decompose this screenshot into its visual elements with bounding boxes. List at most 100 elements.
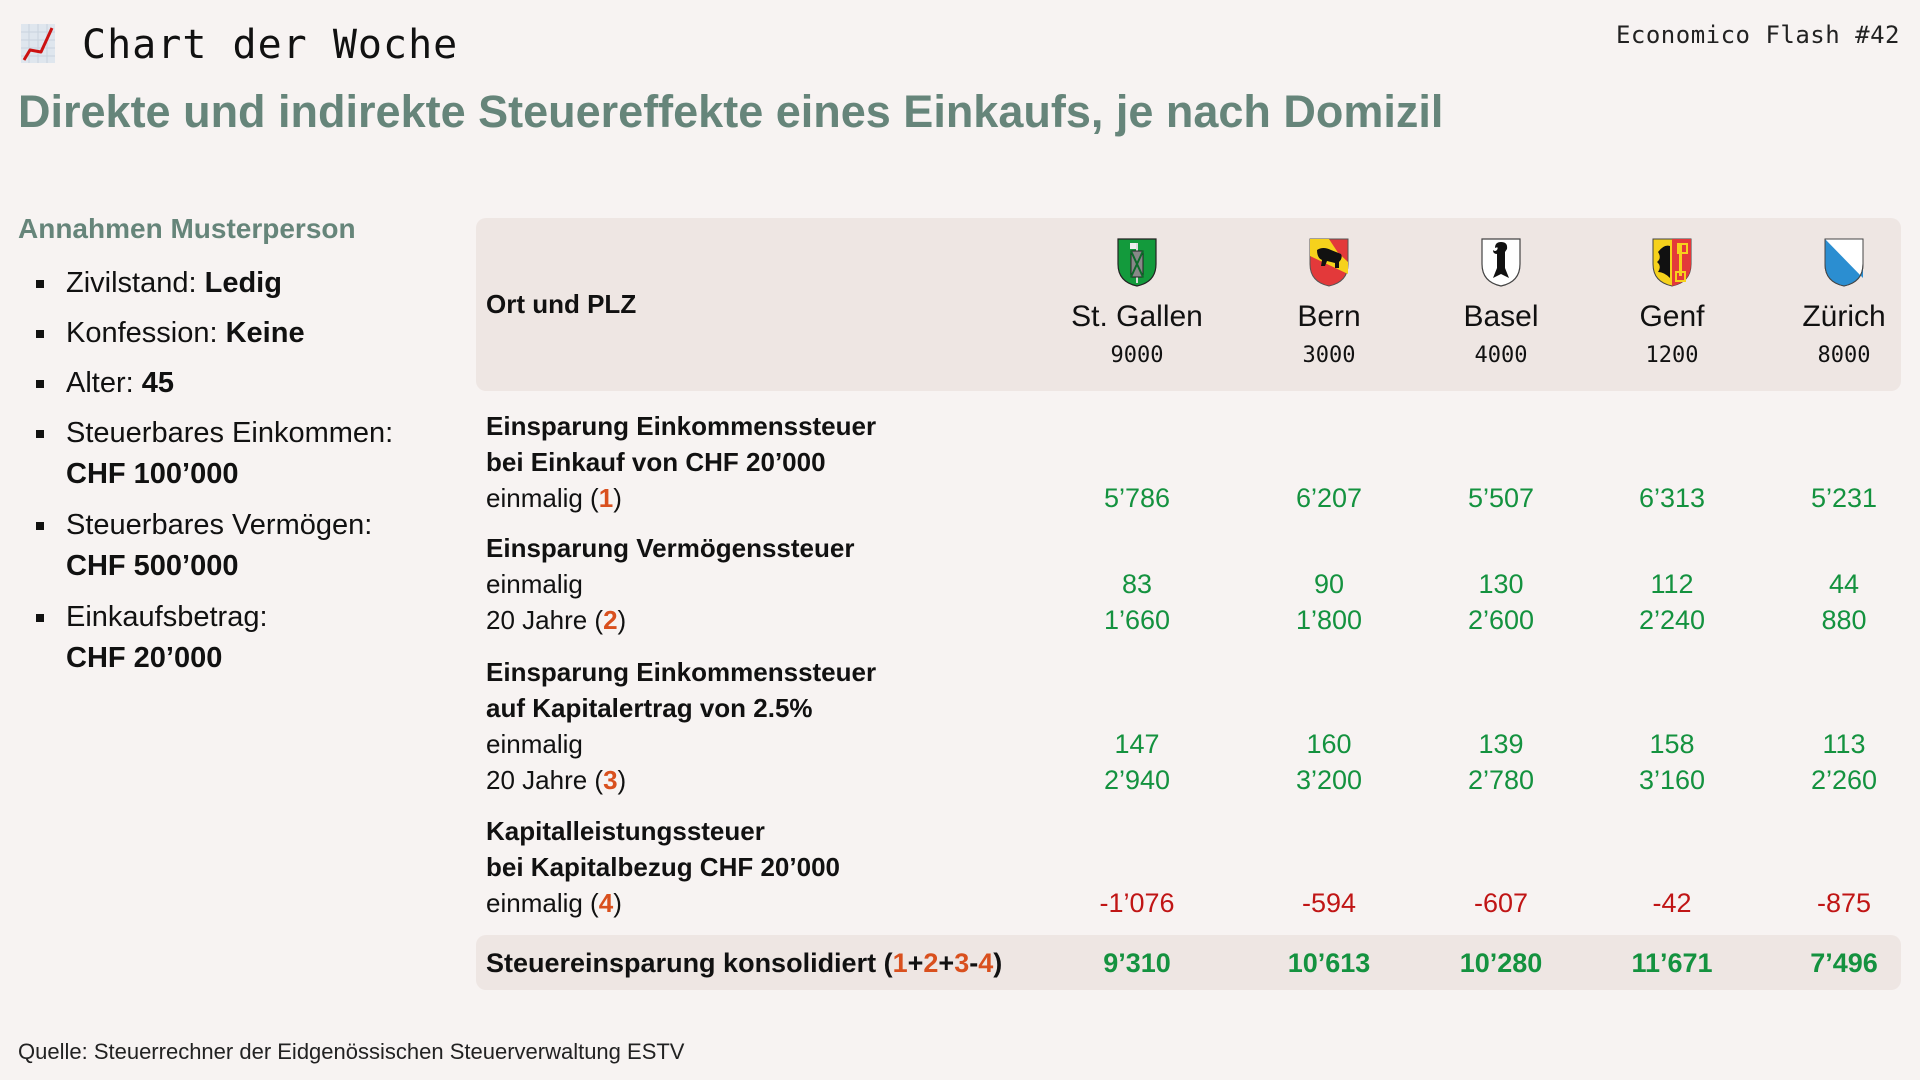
city-plz: 3000 (1302, 343, 1356, 368)
zuerich-crest-icon (1824, 238, 1864, 287)
assumption-label: Steuerbares Einkommen: (66, 417, 394, 449)
city-name: Bern (1297, 300, 1361, 333)
chart-increasing-icon (21, 24, 55, 63)
kicker-title: Chart der Woche (82, 22, 459, 68)
value-cell: 158 (1649, 729, 1695, 759)
formula-ref: 1 (892, 948, 908, 978)
bullet-icon (36, 330, 44, 338)
value-cell: 147 (1114, 729, 1160, 759)
bullet-icon (36, 280, 44, 288)
formula-op: + (907, 948, 924, 978)
value-cell: -607 (1473, 888, 1529, 918)
row-label-text: einmalig ( (486, 888, 599, 918)
assumption-label: Konfession: (66, 317, 226, 349)
value-cell: -1’076 (1099, 888, 1175, 918)
row-label-suffix: ) (617, 765, 627, 795)
value-cell: 2’780 (1467, 765, 1535, 795)
value-cell: 160 (1306, 729, 1352, 759)
total-label-suffix: ) (993, 948, 1003, 978)
value-cell: 6’313 (1638, 483, 1706, 513)
value-cell: 5’231 (1810, 483, 1878, 513)
value-cell: 83 (1121, 569, 1153, 599)
reference-number: 1 (598, 483, 614, 513)
assumption-label: Alter: (66, 367, 142, 399)
assumption-value: Keine (225, 317, 305, 349)
section-title: Einsparung Vermögenssteuer (486, 533, 855, 563)
reference-number: 2 (603, 605, 618, 635)
row-label: 20 Jahre (3) (486, 762, 626, 798)
assumption-label: Einkaufsbetrag: (66, 601, 268, 633)
total-value: 7’496 (1810, 948, 1878, 978)
bullet-icon (36, 380, 44, 388)
assumption-value: CHF 20’000 (66, 642, 223, 674)
formula-op: - (969, 948, 979, 978)
city-plz: 8000 (1817, 343, 1871, 368)
reference-number: 3 (603, 765, 618, 795)
value-cell: -594 (1301, 888, 1357, 918)
total-row (476, 935, 1901, 990)
formula-ref: 4 (978, 948, 994, 978)
value-cell: 5’507 (1467, 483, 1535, 513)
formula-op: + (938, 948, 955, 978)
value-cell: 1’660 (1103, 605, 1171, 635)
value-cell: 3’200 (1295, 765, 1363, 795)
city-name: St. Gallen (1071, 300, 1203, 333)
bullet-icon (36, 614, 44, 622)
value-cell: -42 (1652, 888, 1692, 918)
value-cell: -875 (1816, 888, 1872, 918)
value-cell: 2’260 (1810, 765, 1878, 795)
value-cell: 90 (1313, 569, 1345, 599)
row-label-text: 20 Jahre ( (486, 765, 604, 795)
city-plz: 1200 (1645, 343, 1699, 368)
total-label-text: Steuereinsparung konsolidiert ( (486, 948, 893, 978)
assumption-item: Zivilstand: Ledig (66, 265, 282, 301)
city-name: Zürich (1802, 300, 1886, 333)
bullet-icon (36, 430, 44, 438)
total-value: 10’613 (1287, 948, 1371, 978)
value-cell: 1’800 (1295, 605, 1363, 635)
assumption-label: Zivilstand: (66, 267, 205, 299)
genf-crest-icon (1652, 238, 1692, 287)
value-cell: 2’240 (1638, 605, 1706, 635)
section-title: bei Einkauf von CHF 20’000 (486, 447, 826, 477)
row-label: einmalig (486, 729, 583, 759)
basel-crest-icon (1481, 238, 1521, 287)
row-label-suffix: ) (617, 605, 627, 635)
total-value: 10’280 (1459, 948, 1543, 978)
city-name: Basel (1463, 300, 1539, 333)
city-plz: 4000 (1474, 343, 1528, 368)
row-label: 20 Jahre (2) (486, 602, 626, 638)
total-value: 11’671 (1631, 948, 1713, 978)
section-title: Einsparung Einkommenssteuer (486, 657, 877, 687)
total-value: 9’310 (1103, 948, 1171, 978)
section-title: Kapitalleistungssteuer (486, 816, 765, 846)
value-cell: 139 (1478, 729, 1524, 759)
row-label: einmalig (1) (486, 480, 622, 516)
value-cell: 6’207 (1295, 483, 1363, 513)
row-label: einmalig (486, 569, 583, 599)
edition-label: Economico Flash #42 (1615, 21, 1900, 49)
row-label: einmalig (4) (486, 885, 622, 921)
row-label-text: 20 Jahre ( (486, 605, 604, 635)
bern-crest-icon (1309, 238, 1349, 287)
value-cell: 2’600 (1467, 605, 1535, 635)
bullet-icon (36, 522, 44, 530)
assumption-value: 45 (141, 367, 175, 399)
assumption-label: Steuerbares Vermögen: (66, 509, 373, 541)
formula-ref: 3 (954, 948, 970, 978)
section-title: Einsparung Einkommenssteuer (486, 411, 877, 441)
formula-ref: 2 (923, 948, 939, 978)
assumption-item: Konfession: Keine (66, 315, 305, 351)
city-name: Genf (1639, 300, 1705, 333)
assumption-value: Ledig (204, 267, 282, 299)
value-cell: 5’786 (1103, 483, 1171, 513)
value-cell: 44 (1828, 569, 1860, 599)
header-label: Ort und PLZ (486, 289, 637, 319)
value-cell: 113 (1822, 729, 1866, 759)
assumption-value: CHF 500’000 (66, 550, 239, 582)
total-label: Steuereinsparung konsolidiert (1+2+3-4) (486, 945, 1002, 981)
assumptions-heading: Annahmen Musterperson (18, 213, 356, 244)
value-cell: 880 (1821, 605, 1867, 635)
value-cell: 112 (1650, 569, 1694, 599)
assumption-value: CHF 100’000 (66, 458, 239, 490)
